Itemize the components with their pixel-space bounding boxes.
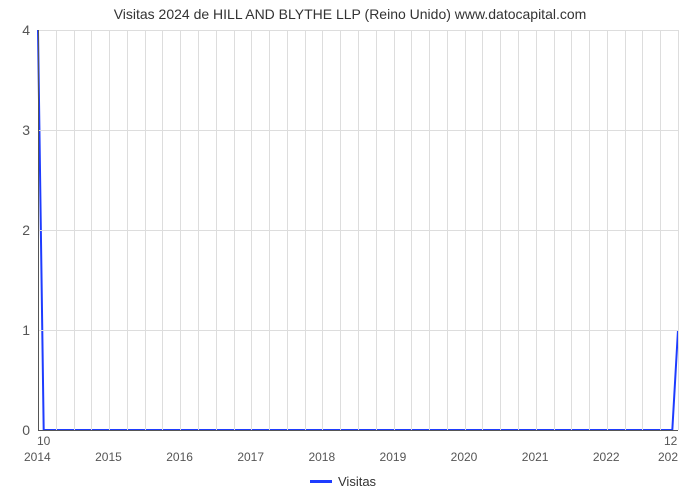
grid-line-v-minor (411, 30, 412, 430)
y-tick-label: 0 (22, 422, 30, 438)
grid-line-v-minor (340, 30, 341, 430)
grid-line-v (536, 30, 537, 430)
legend-swatch (310, 480, 332, 483)
x-tick-label: 2015 (95, 450, 122, 464)
grid-line-v-minor (589, 30, 590, 430)
chart-container: Visitas 2024 de HILL AND BLYTHE LLP (Rei… (0, 0, 700, 500)
grid-line-v-minor (358, 30, 359, 430)
grid-line-v-minor (287, 30, 288, 430)
grid-line-v (607, 30, 608, 430)
grid-line-v-minor (429, 30, 430, 430)
grid-line-v-minor (145, 30, 146, 430)
y-tick-label: 1 (22, 322, 30, 338)
grid-line-v-minor (305, 30, 306, 430)
y-axis (38, 30, 39, 430)
grid-line-v-minor (56, 30, 57, 430)
grid-line-v-minor (269, 30, 270, 430)
x-tick-label: 2017 (237, 450, 264, 464)
x-corner-right: 12 (664, 434, 677, 448)
x-tick-label: 2014 (24, 450, 51, 464)
grid-line-v (322, 30, 323, 430)
grid-line-v-minor (234, 30, 235, 430)
grid-line-v-minor (198, 30, 199, 430)
grid-line-v-minor (518, 30, 519, 430)
grid-line-v-minor (642, 30, 643, 430)
x-tick-label: 2018 (308, 450, 335, 464)
grid-line-v-minor (162, 30, 163, 430)
x-corner-left: 10 (37, 434, 50, 448)
grid-line-v-minor (625, 30, 626, 430)
grid-line-v-minor (216, 30, 217, 430)
grid-line-v-minor (127, 30, 128, 430)
x-tick-label: 2020 (451, 450, 478, 464)
grid-line-v-minor (376, 30, 377, 430)
grid-line-v-minor (482, 30, 483, 430)
x-tick-label: 2016 (166, 450, 193, 464)
x-tick-label: 2019 (380, 450, 407, 464)
grid-line-v (465, 30, 466, 430)
grid-line-v (678, 30, 679, 430)
legend-label: Visitas (338, 474, 376, 489)
grid-line-v-minor (447, 30, 448, 430)
grid-line-v (180, 30, 181, 430)
grid-line-v-minor (74, 30, 75, 430)
grid-line-v (251, 30, 252, 430)
grid-line-v-minor (91, 30, 92, 430)
data-line (0, 0, 700, 500)
y-tick-label: 4 (22, 22, 30, 38)
legend: Visitas (310, 474, 376, 489)
grid-line-v-minor (571, 30, 572, 430)
grid-line-v-minor (660, 30, 661, 430)
x-tick-label: 202 (658, 450, 678, 464)
grid-line-v-minor (554, 30, 555, 430)
x-axis (38, 430, 678, 431)
y-tick-label: 3 (22, 122, 30, 138)
grid-line-v (394, 30, 395, 430)
y-tick-label: 2 (22, 222, 30, 238)
x-tick-label: 2021 (522, 450, 549, 464)
grid-line-v (109, 30, 110, 430)
x-tick-label: 2022 (593, 450, 620, 464)
grid-line-v-minor (500, 30, 501, 430)
